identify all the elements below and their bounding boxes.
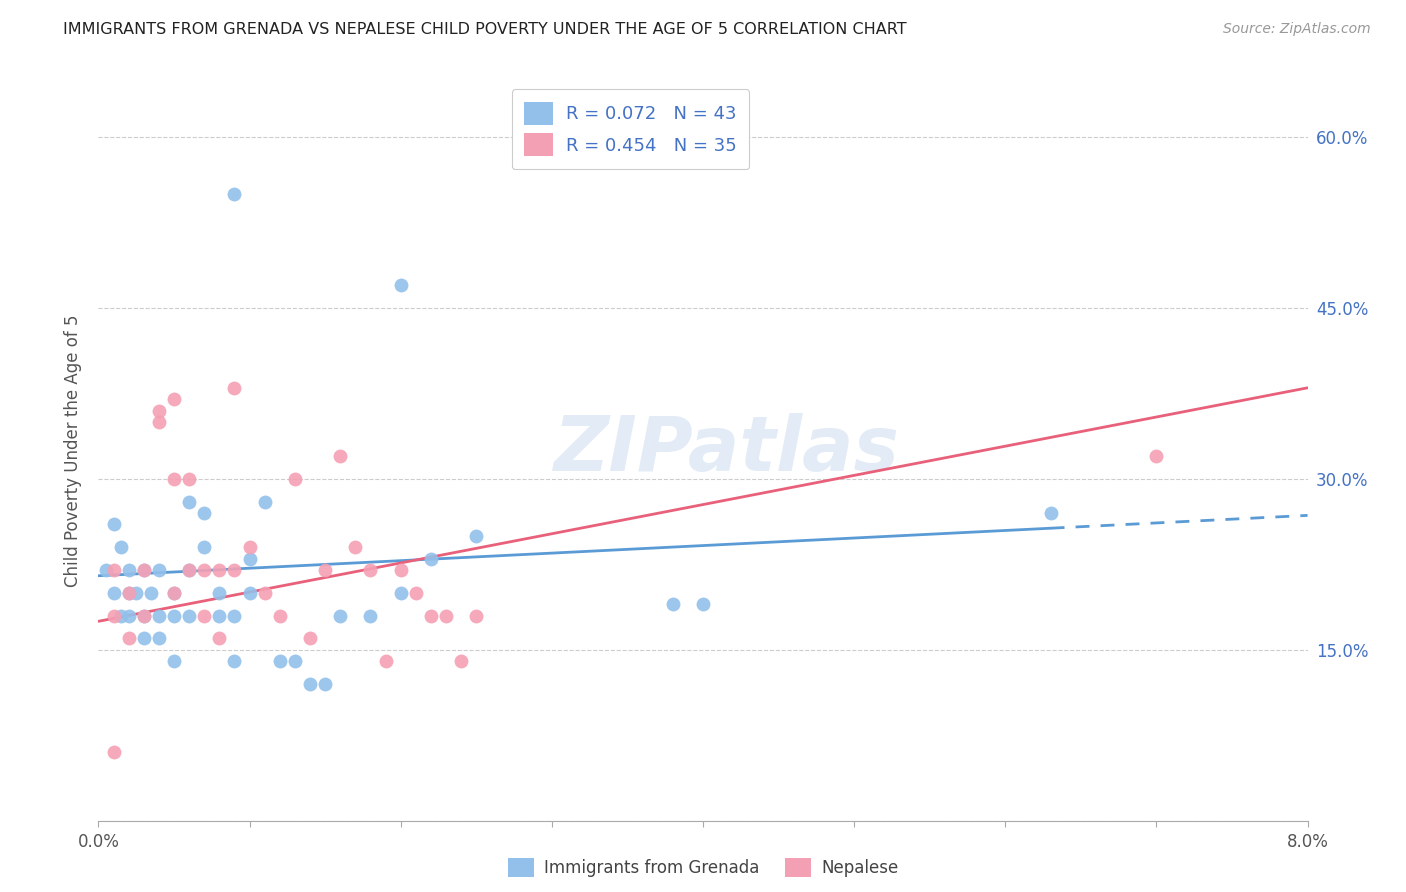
Point [141,586,163,600]
Point [224,654,246,668]
Point [163,654,186,668]
Point [239,541,262,555]
Point [132,563,155,577]
Y-axis label: Child Poverty Under the Age of 5: Child Poverty Under the Age of 5 [65,314,83,587]
Point [224,608,246,623]
Point [314,677,336,691]
Point [374,654,396,668]
Point [179,472,201,486]
Point [132,608,155,623]
Point [239,586,262,600]
Point [163,392,186,407]
Point [148,415,170,429]
Point [465,608,488,623]
Point [148,608,170,623]
Point [224,381,246,395]
Point [208,608,231,623]
Point [103,586,125,600]
Point [465,529,488,543]
Point [329,449,352,463]
Point [125,586,148,600]
Point [299,632,322,646]
Point [360,563,382,577]
Point [208,586,231,600]
Point [118,608,141,623]
Point [179,563,201,577]
Point [450,654,472,668]
Point [179,608,201,623]
Point [284,472,307,486]
Point [284,654,307,668]
Point [103,608,125,623]
Point [132,632,155,646]
Point [103,517,125,532]
Point [269,608,291,623]
Point [193,608,215,623]
Point [420,608,443,623]
Point [163,586,186,600]
Point [148,563,170,577]
Point [148,632,170,646]
Point [132,608,155,623]
Point [314,563,336,577]
Point [253,586,276,600]
Point [118,632,141,646]
Point [208,563,231,577]
Point [405,586,427,600]
Point [94,563,117,577]
Point [163,608,186,623]
Point [224,187,246,202]
Point [179,563,201,577]
Point [208,632,231,646]
Point [193,541,215,555]
Point [193,506,215,520]
Legend: Immigrants from Grenada, Nepalese: Immigrants from Grenada, Nepalese [501,851,905,884]
Point [148,403,170,417]
Point [329,608,352,623]
Point [420,551,443,566]
Point [132,563,155,577]
Text: ZIPatlas: ZIPatlas [554,414,900,487]
Point [193,563,215,577]
Point [269,654,291,668]
Point [389,278,412,293]
Point [103,745,125,759]
Point [163,472,186,486]
Point [299,677,322,691]
Point [253,494,276,508]
Point [118,563,141,577]
Point [118,586,141,600]
Point [1039,506,1062,520]
Point [434,608,457,623]
Text: Source: ZipAtlas.com: Source: ZipAtlas.com [1223,22,1371,37]
Point [389,563,412,577]
Point [224,563,246,577]
Point [360,608,382,623]
Point [1146,449,1168,463]
Point [110,608,132,623]
Point [110,541,132,555]
Point [118,586,141,600]
Point [103,563,125,577]
Point [661,597,683,611]
Point [163,586,186,600]
Legend: R = 0.072   N = 43, R = 0.454   N = 35: R = 0.072 N = 43, R = 0.454 N = 35 [512,89,749,169]
Point [389,586,412,600]
Text: IMMIGRANTS FROM GRENADA VS NEPALESE CHILD POVERTY UNDER THE AGE OF 5 CORRELATION: IMMIGRANTS FROM GRENADA VS NEPALESE CHIL… [63,22,907,37]
Point [239,551,262,566]
Point [344,541,367,555]
Point [692,597,714,611]
Point [179,494,201,508]
